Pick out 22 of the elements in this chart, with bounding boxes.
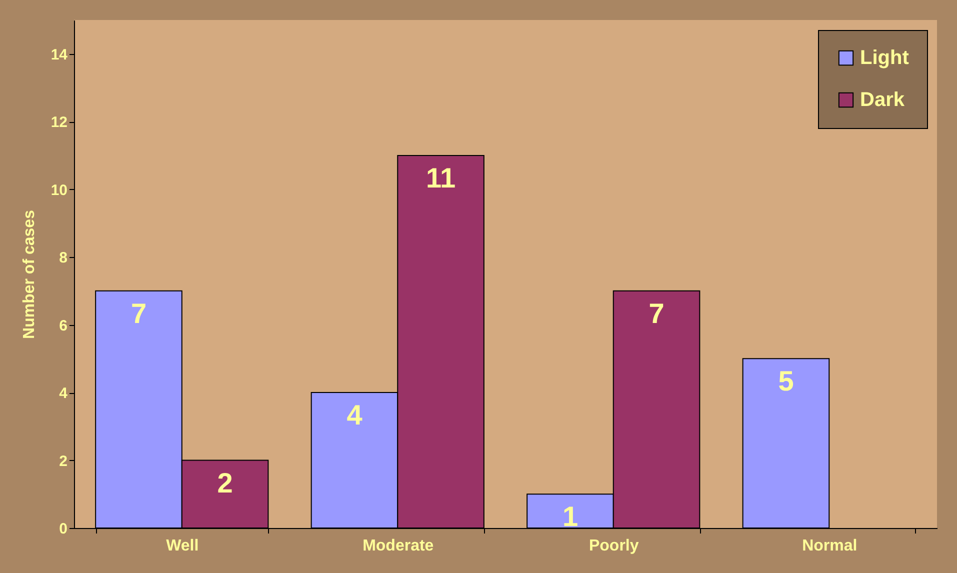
y-tick-label: 12 <box>50 114 68 132</box>
x-tick-label: Well <box>166 538 199 554</box>
data-label: 11 <box>426 162 456 194</box>
data-label: 7 <box>648 298 664 329</box>
y-tick-label: 8 <box>59 250 68 267</box>
y-tick-label: 10 <box>50 182 68 199</box>
x-tick-label: Normal <box>802 538 858 554</box>
y-tick-label: 2 <box>59 452 68 470</box>
data-label: 1 <box>562 501 578 532</box>
data-label: 4 <box>346 400 363 431</box>
data-label: 5 <box>778 366 794 397</box>
y-tick-label: 6 <box>59 317 68 334</box>
data-label: 2 <box>217 467 233 498</box>
legend-label: Light <box>860 47 910 69</box>
y-tick-label: 4 <box>59 385 68 402</box>
y-tick-label: 0 <box>59 520 68 538</box>
y-tick-label: 14 <box>50 46 68 64</box>
data-label: 7 <box>130 298 147 329</box>
y-axis-title: Number of cases <box>20 210 38 339</box>
x-tick-label: Moderate <box>362 538 434 554</box>
x-tick-label: Poorly <box>588 538 639 554</box>
legend-label: Dark <box>860 89 906 111</box>
